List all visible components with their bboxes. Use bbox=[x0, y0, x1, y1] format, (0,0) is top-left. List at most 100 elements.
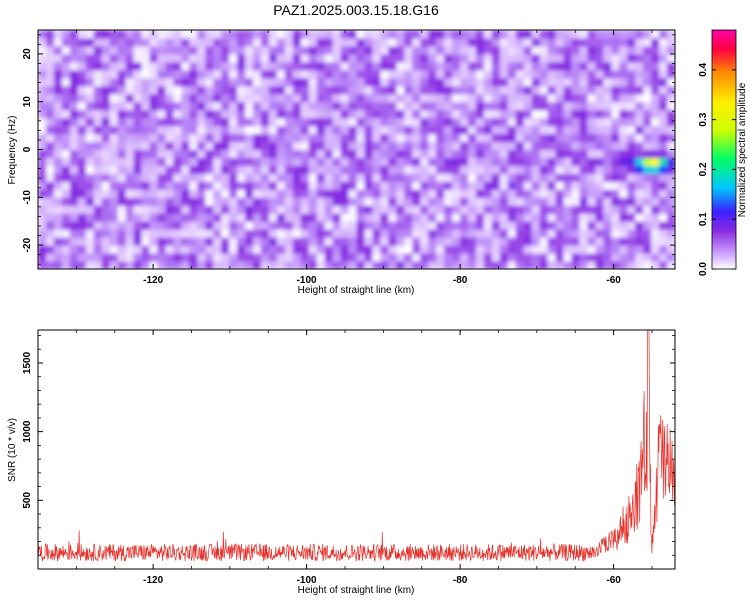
heatmap-cell bbox=[165, 205, 174, 214]
heatmap-cell bbox=[483, 101, 493, 111]
heatmap-cell bbox=[436, 261, 445, 269]
heatmap-cell bbox=[603, 165, 612, 174]
heatmap-cell bbox=[53, 189, 63, 198]
heatmap-cell bbox=[93, 237, 103, 246]
heatmap-cell bbox=[181, 229, 190, 238]
heatmap-cell bbox=[364, 245, 374, 254]
heatmap-cell bbox=[173, 229, 182, 238]
heatmap-cell bbox=[380, 109, 389, 119]
heatmap-cell bbox=[229, 85, 238, 95]
heatmap-cell bbox=[611, 53, 620, 63]
heatmap-cell bbox=[189, 221, 198, 230]
heatmap-cell bbox=[93, 133, 103, 143]
heatmap-cell bbox=[571, 261, 581, 269]
heatmap-cell bbox=[229, 30, 238, 39]
heatmap-cell bbox=[45, 141, 55, 151]
heatmap-cell bbox=[93, 229, 103, 238]
heatmap-cell bbox=[547, 221, 557, 230]
heatmap-cell bbox=[507, 45, 517, 55]
heatmap-cell bbox=[53, 157, 63, 167]
heatmap-cell bbox=[133, 173, 143, 182]
heatmap-cell bbox=[531, 205, 541, 214]
heatmap-cell bbox=[292, 253, 302, 262]
heatmap-cell bbox=[117, 61, 127, 71]
heatmap-cell bbox=[221, 221, 230, 230]
heatmap-cell bbox=[252, 117, 262, 127]
heatmap-cell bbox=[45, 45, 55, 55]
heatmap-cell bbox=[213, 173, 222, 182]
heatmap-cell bbox=[77, 197, 87, 206]
heatmap-cell bbox=[531, 45, 541, 55]
heatmap-cell bbox=[523, 45, 533, 55]
heatmap-cell bbox=[173, 141, 182, 151]
heatmap-cell bbox=[388, 157, 397, 167]
heatmap-cell bbox=[388, 85, 397, 95]
heatmap-cell bbox=[340, 213, 350, 222]
heatmap-cell bbox=[643, 101, 652, 111]
heatmap-cell bbox=[667, 261, 675, 269]
heatmap-cell bbox=[579, 213, 589, 222]
heatmap-cell bbox=[181, 213, 190, 222]
heatmap-cell bbox=[364, 253, 374, 262]
heatmap-cell bbox=[300, 117, 310, 127]
heatmap-cell bbox=[268, 253, 278, 262]
heatmap-cell bbox=[539, 237, 549, 246]
heatmap-cell bbox=[165, 157, 174, 167]
heatmap-cell bbox=[260, 69, 270, 79]
heatmap-cell bbox=[221, 133, 230, 143]
heatmap-cell bbox=[444, 45, 453, 55]
heatmap-cell bbox=[205, 30, 214, 39]
heatmap-cell bbox=[252, 61, 262, 71]
heatmap-cell bbox=[69, 237, 79, 246]
heatmap-cell bbox=[181, 133, 190, 143]
heatmap-cell bbox=[245, 93, 254, 103]
heatmap-cell bbox=[507, 77, 517, 87]
heatmap-cell bbox=[133, 125, 143, 135]
heatmap-cell bbox=[38, 181, 47, 190]
heatmap-cell bbox=[547, 69, 557, 79]
heatmap-cell bbox=[396, 37, 405, 47]
heatmap-cell bbox=[38, 101, 47, 111]
heatmap-cell bbox=[69, 149, 79, 159]
heatmap-cell bbox=[38, 117, 47, 127]
heatmap-cell bbox=[356, 30, 366, 39]
heatmap-cell bbox=[61, 101, 71, 111]
heatmap-cell bbox=[197, 61, 206, 71]
heatmap-cell bbox=[141, 205, 151, 214]
heatmap-cell bbox=[53, 109, 63, 119]
heatmap-cell bbox=[77, 205, 87, 214]
heatmap-cell bbox=[380, 133, 389, 143]
heatmap-cell bbox=[292, 181, 302, 190]
heatmap-cell bbox=[587, 85, 596, 95]
heatmap-cell bbox=[356, 117, 366, 127]
heatmap-cell bbox=[364, 69, 374, 79]
heatmap-cell bbox=[460, 181, 469, 190]
heatmap-cell bbox=[523, 221, 533, 230]
heatmap-cell bbox=[324, 109, 334, 119]
heatmap-cell bbox=[300, 157, 310, 167]
heatmap-cell bbox=[475, 213, 485, 222]
heatmap-cell bbox=[515, 253, 525, 262]
heatmap-cell bbox=[364, 213, 374, 222]
heatmap-cell bbox=[555, 261, 565, 269]
heatmap-cell bbox=[316, 197, 326, 206]
heatmap-cell bbox=[635, 101, 644, 111]
heatmap-cell bbox=[141, 69, 151, 79]
heatmap-cell bbox=[603, 261, 612, 269]
heatmap-cell bbox=[101, 165, 111, 174]
heatmap-cell bbox=[412, 189, 421, 198]
heatmap-cell bbox=[388, 181, 397, 190]
heatmap-cell bbox=[332, 245, 342, 254]
heatmap-cell bbox=[356, 229, 366, 238]
heatmap-cell bbox=[364, 93, 374, 103]
heatmap-cell bbox=[308, 117, 318, 127]
heatmap-cell bbox=[316, 181, 326, 190]
heatmap-cell bbox=[85, 125, 95, 135]
heatmap-cell bbox=[133, 205, 143, 214]
heatmap-cell bbox=[141, 101, 151, 111]
heatmap-cell bbox=[53, 117, 63, 127]
heatmap-cell bbox=[539, 189, 549, 198]
heatmap-cell bbox=[547, 253, 557, 262]
heatmap-cell bbox=[77, 37, 87, 47]
